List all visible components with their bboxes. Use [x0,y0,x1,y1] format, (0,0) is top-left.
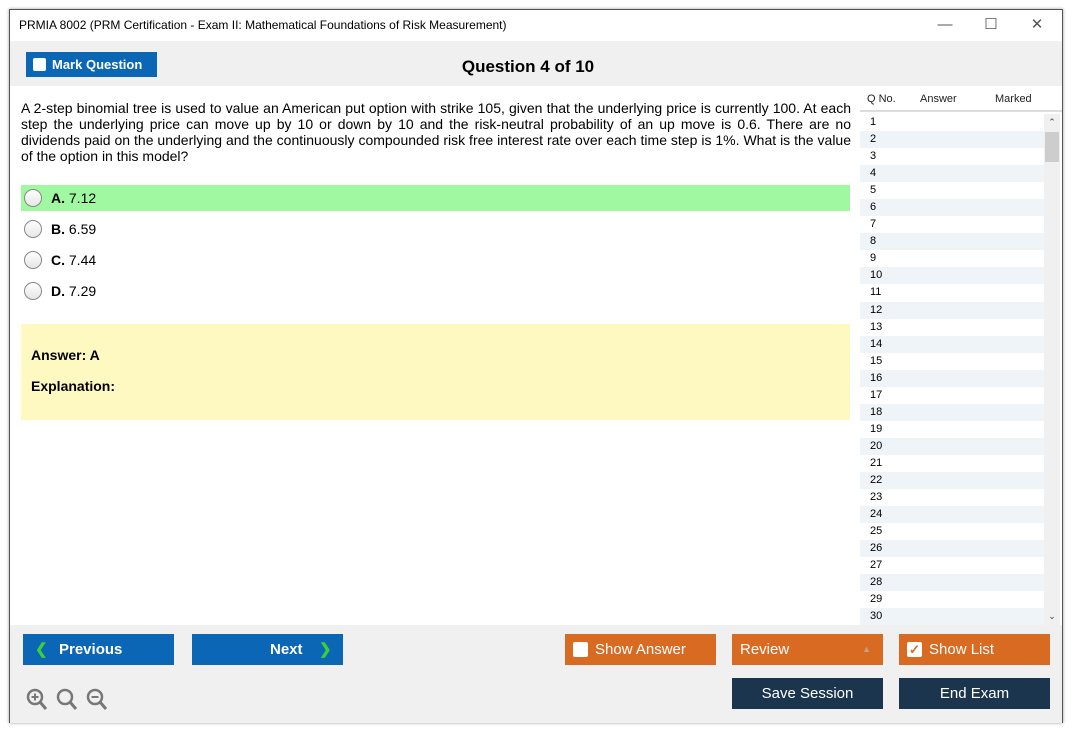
toolbar: Mark Question Question 4 of 10 [10,41,1062,86]
end-exam-button[interactable]: End Exam [899,678,1050,709]
question-list-row[interactable]: 12 [860,301,1044,319]
question-list-row[interactable]: 21 [870,456,883,469]
question-list-row[interactable]: 15 [870,354,883,367]
zoom-in-icon[interactable] [26,688,48,712]
window-title: PRMIA 8002 (PRM Certification - Exam II:… [19,18,507,32]
question-list-row[interactable]: 14 [860,335,1044,353]
radio-button[interactable] [24,189,42,207]
chevron-right-icon: ❯ [319,641,332,658]
option-letter: B. [51,221,65,237]
previous-button[interactable]: ❮ Previous [23,634,174,665]
question-list: 1 2 3 4 5 6 7 8 9 10 11 12 13 14 15 16 17 18 19 20 21 22 23 24 2… [860,114,1044,626]
radio-button[interactable] [24,220,42,238]
question-list-header: Q No. Answer Marked [860,86,1062,112]
checkbox-icon [573,642,588,657]
question-list-row[interactable]: 4 [860,165,1044,183]
question-list-row[interactable]: 19 [870,422,883,435]
question-list-row[interactable]: 23 [870,491,883,504]
bottom-bar: ❮ Previous Next ❯ Show Answer Review ▲ ✓… [10,625,1062,723]
question-list-row[interactable]: 10 [860,267,1044,285]
option-letter: A. [51,190,65,206]
close-button[interactable]: ✕ [1030,16,1044,33]
option-c[interactable]: C. 7.44 [21,247,850,273]
question-list-row[interactable]: 18 [860,403,1044,421]
option-d[interactable]: D. 7.29 [21,278,850,304]
question-list-row[interactable]: 1 [870,116,877,128]
scroll-thumb[interactable] [1045,132,1059,162]
review-dropdown[interactable]: Review ▲ [732,634,883,665]
question-list-row[interactable]: 22 [860,471,1044,490]
question-list-row[interactable]: 6 [860,199,1044,217]
question-text: A 2-step binomial tree is used to value … [21,100,851,164]
option-text: 7.29 [68,283,97,299]
scroll-up-icon[interactable]: ⌃ [1048,117,1056,127]
question-list-row[interactable]: 20 [860,437,1044,455]
zoom-reset-icon[interactable] [56,688,78,712]
mark-question-label: Mark Question [52,57,143,72]
review-label: Review [740,641,790,658]
question-list-row[interactable]: 5 [870,184,877,197]
app-window: PRMIA 8002 (PRM Certification - Exam II:… [9,9,1063,723]
previous-label: Previous [59,641,123,658]
header-qno: Q No. [867,93,896,105]
question-list-row[interactable]: 9 [870,252,877,265]
zoom-out-icon[interactable] [86,688,108,712]
radio-button[interactable] [24,282,42,300]
question-list-row[interactable]: 25 [870,525,883,538]
title-bar: PRMIA 8002 (PRM Certification - Exam II:… [10,10,1062,41]
show-answer-toggle[interactable]: Show Answer [565,634,716,665]
save-session-button[interactable]: Save Session [732,678,883,709]
radio-button[interactable] [24,251,42,269]
option-letter: C. [51,252,65,268]
question-list-row[interactable]: 2 [860,131,1044,149]
checkbox-checked-icon: ✓ [907,642,922,657]
checkbox-icon [33,58,46,71]
show-list-toggle[interactable]: ✓ Show List [899,634,1050,665]
header-marked: Marked [995,93,1032,105]
option-text: 7.44 [68,252,97,268]
question-list-row[interactable]: 17 [870,388,883,401]
option-letter: D. [51,283,65,299]
question-list-row[interactable]: 16 [860,369,1044,387]
question-list-row[interactable]: 24 [860,506,1044,524]
caret-up-icon: ▲ [862,644,871,654]
question-list-row[interactable]: 11 [870,286,882,299]
scroll-down-icon[interactable]: ⌄ [1048,611,1056,621]
option-text: 6.59 [68,221,97,237]
question-counter: Question 4 of 10 [461,57,595,76]
question-list-row[interactable]: 28 [860,574,1044,592]
chevron-left-icon: ❮ [35,641,48,658]
question-list-row[interactable]: 27 [870,559,883,572]
answer-label: Answer: A [31,347,100,363]
question-list-row[interactable]: 13 [870,320,883,333]
minimize-button[interactable]: — [937,16,953,33]
maximize-button[interactable]: ☐ [984,16,998,33]
question-list-row[interactable]: 7 [870,218,877,231]
option-a[interactable]: A. 7.12 [21,185,850,211]
question-list-row[interactable]: 26 [860,540,1044,558]
explanation-label: Explanation: [31,378,116,394]
question-list-row[interactable]: 3 [870,150,877,163]
next-button[interactable]: Next ❯ [192,634,343,665]
scrollbar[interactable]: ⌃ ⌄ [1044,114,1060,625]
question-list-row[interactable]: 8 [860,233,1044,251]
answer-box: Answer: A Explanation: [21,324,850,420]
question-list-panel: Q No. Answer Marked 1 2 3 4 5 6 7 8 9 10 11 12 13 14 1… [860,86,1062,626]
option-b[interactable]: B. 6.59 [21,216,850,242]
show-answer-label: Show Answer [595,641,686,658]
option-text: 7.12 [68,190,97,206]
question-list-row[interactable]: 29 [870,593,883,606]
show-list-label: Show List [929,641,995,658]
next-label: Next [270,641,303,658]
header-answer: Answer [920,93,957,105]
mark-question-button[interactable]: Mark Question [26,52,157,77]
question-area: A 2-step binomial tree is used to value … [10,86,860,625]
question-list-row[interactable]: 30 [860,608,1044,626]
